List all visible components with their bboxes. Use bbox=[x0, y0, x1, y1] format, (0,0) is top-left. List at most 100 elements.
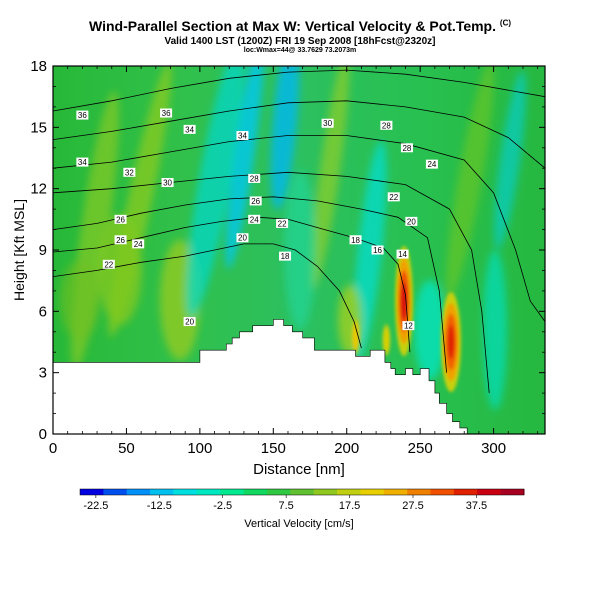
contour-label-box bbox=[183, 124, 196, 134]
y-tick-label: 0 bbox=[39, 426, 47, 443]
contour-label-box bbox=[396, 249, 409, 259]
colorbar-swatch bbox=[453, 489, 478, 495]
contour-label: 36 bbox=[162, 109, 171, 118]
velocity-region bbox=[98, 215, 142, 325]
contour-label: 26 bbox=[116, 215, 125, 224]
contour-label-box bbox=[132, 239, 145, 249]
colorbar: -22.5 -12.5 -2.5 7.5 17.5 27.5 37.5 bbox=[79, 488, 525, 512]
contour-label-box bbox=[183, 317, 196, 327]
contour-label-box bbox=[114, 235, 127, 245]
theta-contour-32 bbox=[53, 100, 545, 169]
contour-label: 18 bbox=[281, 252, 290, 261]
velocity-region bbox=[483, 250, 507, 410]
y-tick-label: 15 bbox=[30, 119, 47, 136]
x-tick-label: 300 bbox=[481, 440, 506, 457]
contour-label-box bbox=[236, 233, 249, 243]
colorbar-swatch bbox=[103, 489, 128, 495]
contour-label-box bbox=[276, 218, 289, 228]
chart-subtitle-location: loc:Wmax=44@ 33.7629 73.2073m bbox=[243, 47, 357, 54]
contour-label-box bbox=[76, 110, 89, 120]
updraft-core bbox=[400, 282, 408, 320]
colorbar-tick-label: 27.5 bbox=[402, 500, 423, 512]
contour-labels: 36 34 32 30 34 36 26 26 24 22 34 28 26 24 22 20 18 20 30 28… bbox=[76, 108, 438, 331]
theta-contour-22 bbox=[53, 243, 362, 349]
velocity-region bbox=[284, 170, 316, 330]
contour-label: 32 bbox=[125, 168, 134, 177]
contour-label: 28 bbox=[402, 144, 411, 153]
x-axis-label: Distance [nm] bbox=[253, 461, 345, 478]
colorbar-tick-label: 17.5 bbox=[339, 500, 360, 512]
colorbar-frame bbox=[79, 488, 525, 496]
colorbar-tick-label: -2.5 bbox=[213, 500, 232, 512]
colorbar-swatch bbox=[80, 489, 104, 495]
contour-label: 36 bbox=[78, 111, 87, 120]
x-tick-label: 150 bbox=[261, 440, 286, 457]
contour-label-box bbox=[102, 259, 115, 269]
velocity-region bbox=[225, 66, 265, 269]
updraft-core bbox=[447, 325, 455, 359]
x-tick-label: 50 bbox=[118, 440, 135, 457]
y-axis-label: Height [Kft MSL] bbox=[11, 199, 27, 301]
colorbar-swatch bbox=[266, 489, 291, 495]
contour-label: 14 bbox=[398, 250, 407, 259]
chart-subtitle-valid: Valid 1400 LST (1200Z) FRI 19 Sep 2008 [… bbox=[164, 36, 436, 47]
colorbar-swatch bbox=[360, 489, 385, 495]
contour-label-box bbox=[248, 173, 261, 183]
velocity-region bbox=[446, 66, 494, 299]
contour-label-box bbox=[405, 216, 418, 226]
contour-label: 28 bbox=[382, 121, 391, 130]
colorbar-swatch bbox=[220, 489, 245, 495]
contour-label: 22 bbox=[278, 219, 287, 228]
colorbar-swatch bbox=[290, 489, 315, 495]
contour-label-box bbox=[380, 120, 393, 130]
contour-label: 20 bbox=[238, 234, 247, 243]
contour-label-box bbox=[236, 131, 249, 141]
colorbar-tick-label: 7.5 bbox=[278, 500, 293, 512]
contour-label-box bbox=[349, 235, 362, 245]
contour-label-box bbox=[114, 214, 127, 224]
contour-label-box bbox=[249, 196, 262, 206]
contour-label-box bbox=[371, 245, 384, 255]
velocity-region bbox=[353, 140, 387, 360]
contour-label: 34 bbox=[238, 132, 247, 141]
colorbar-tick-label: 37.5 bbox=[466, 500, 487, 512]
colorbar-swatch bbox=[173, 489, 198, 495]
contour-label-box bbox=[76, 157, 89, 167]
contour-label: 26 bbox=[251, 197, 260, 206]
velocity-region bbox=[60, 260, 100, 340]
contour-label: 18 bbox=[351, 236, 360, 245]
colorbar-swatch bbox=[150, 489, 174, 495]
theta-contour-28 bbox=[53, 171, 490, 394]
contour-label-box bbox=[402, 321, 415, 331]
contour-label-box bbox=[161, 178, 174, 188]
contour-label: 34 bbox=[185, 125, 194, 134]
contour-label-box bbox=[321, 118, 334, 128]
contour-label-box bbox=[123, 167, 136, 177]
contour-label-box bbox=[387, 192, 400, 202]
colorbar-swatch bbox=[337, 489, 361, 495]
x-tick-label: 200 bbox=[334, 440, 359, 457]
contour-label: 12 bbox=[404, 322, 413, 331]
y-tick-label: 6 bbox=[39, 303, 47, 320]
colorbar-swatch bbox=[313, 489, 338, 495]
y-tick-label: 18 bbox=[30, 58, 47, 75]
updraft-core bbox=[383, 327, 390, 353]
contour-label-box bbox=[425, 159, 438, 169]
colorbar-swatch bbox=[430, 489, 455, 495]
colorbar-tick-label: -12.5 bbox=[147, 500, 172, 512]
colorbar-swatch bbox=[383, 489, 408, 495]
contour-label-box bbox=[279, 251, 292, 261]
contour-label: 20 bbox=[185, 318, 194, 327]
contour-label: 26 bbox=[116, 236, 125, 245]
x-tick-label: 250 bbox=[408, 440, 433, 457]
velocity-region bbox=[494, 70, 526, 250]
theta-contours bbox=[53, 69, 545, 394]
velocity-region bbox=[310, 66, 350, 289]
updraft-core bbox=[352, 321, 359, 350]
theta-contour-34 bbox=[53, 69, 545, 112]
contour-label: 22 bbox=[104, 260, 113, 269]
x-tick-label: 0 bbox=[49, 440, 57, 457]
